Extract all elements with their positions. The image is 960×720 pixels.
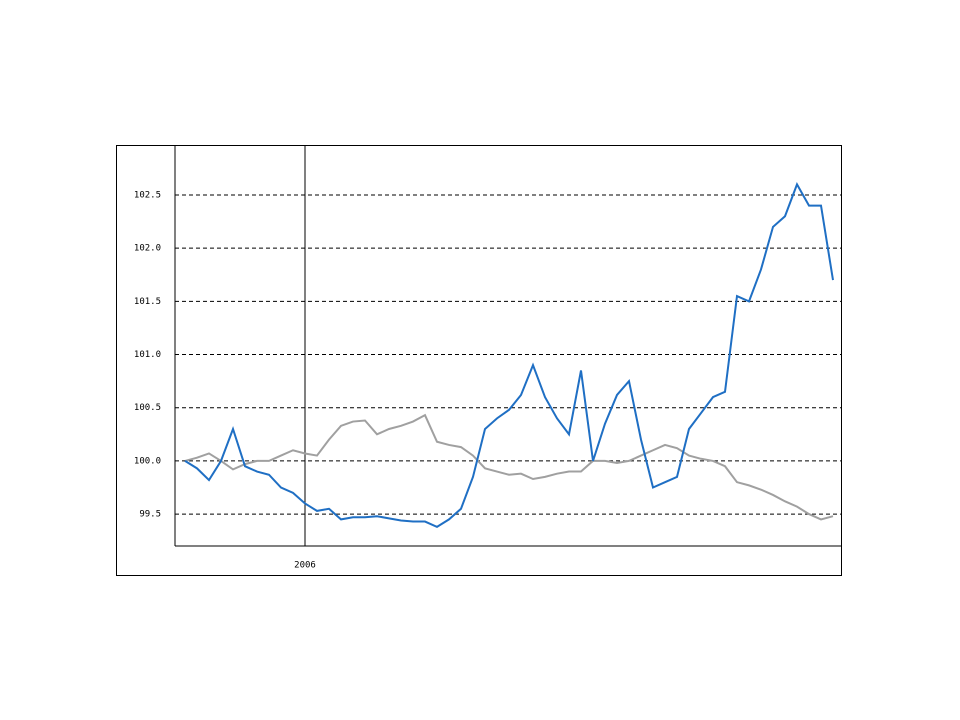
series-line [184, 413, 834, 521]
y-tick-label: 102.0 [134, 244, 161, 254]
series-line [184, 181, 834, 528]
x-tick-label: 2006 [294, 561, 316, 571]
y-tick-label: 102.5 [134, 190, 161, 200]
y-tick-label: 100.5 [134, 403, 161, 413]
y-tick-label: 100.0 [134, 456, 161, 466]
frame [116, 145, 842, 576]
y-tick-label: 101.5 [134, 297, 161, 307]
y-tick-label: 99.5 [139, 510, 161, 520]
y-tick-label: 101.0 [134, 350, 161, 360]
